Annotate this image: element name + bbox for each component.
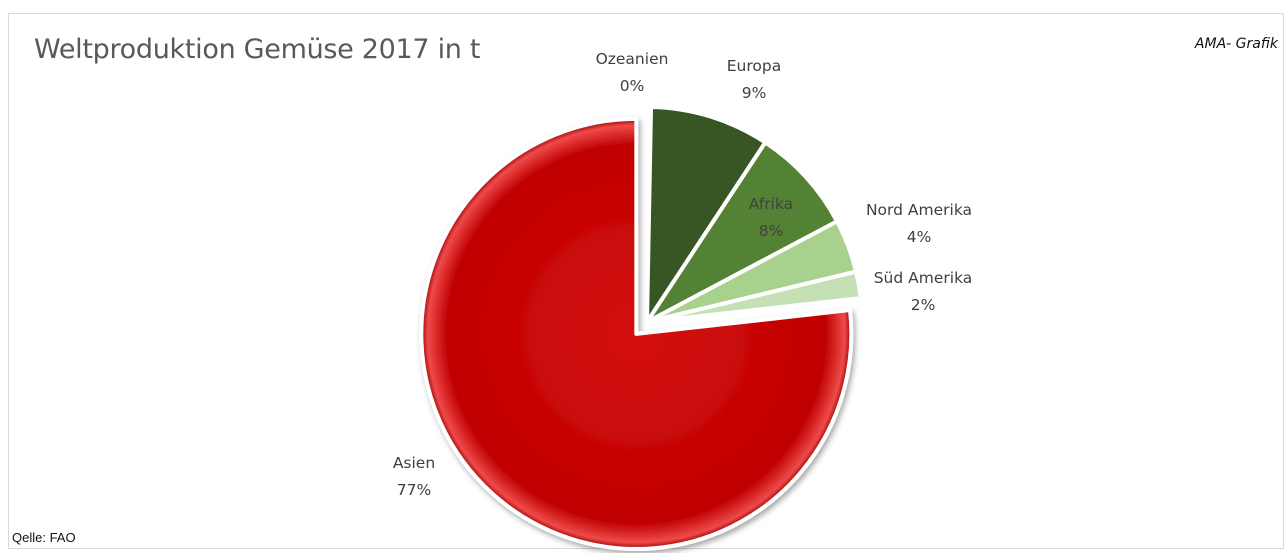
- pie-slice-europa: [645, 105, 768, 324]
- chart-title: Weltproduktion Gemüse 2017 in t: [34, 34, 481, 65]
- chart-credit: AMA- Grafik: [1194, 36, 1278, 52]
- data-label-afrika: Afrika 8%: [749, 195, 793, 240]
- data-label-europa: Europa 9%: [727, 57, 781, 102]
- chart-source: Qelle: FAO: [12, 530, 76, 545]
- pie-slice-asien: [419, 116, 854, 551]
- data-label-sued-amerika: Süd Amerika 2%: [874, 269, 973, 314]
- data-label-asien: Asien 77%: [393, 454, 435, 499]
- data-label-ozeanien: Ozeanien 0%: [596, 50, 669, 95]
- pie-slice-sued-amerika: [645, 269, 863, 324]
- pie-slice-afrika: [645, 140, 839, 324]
- data-label-nord-amerika: Nord Amerika 4%: [866, 201, 972, 246]
